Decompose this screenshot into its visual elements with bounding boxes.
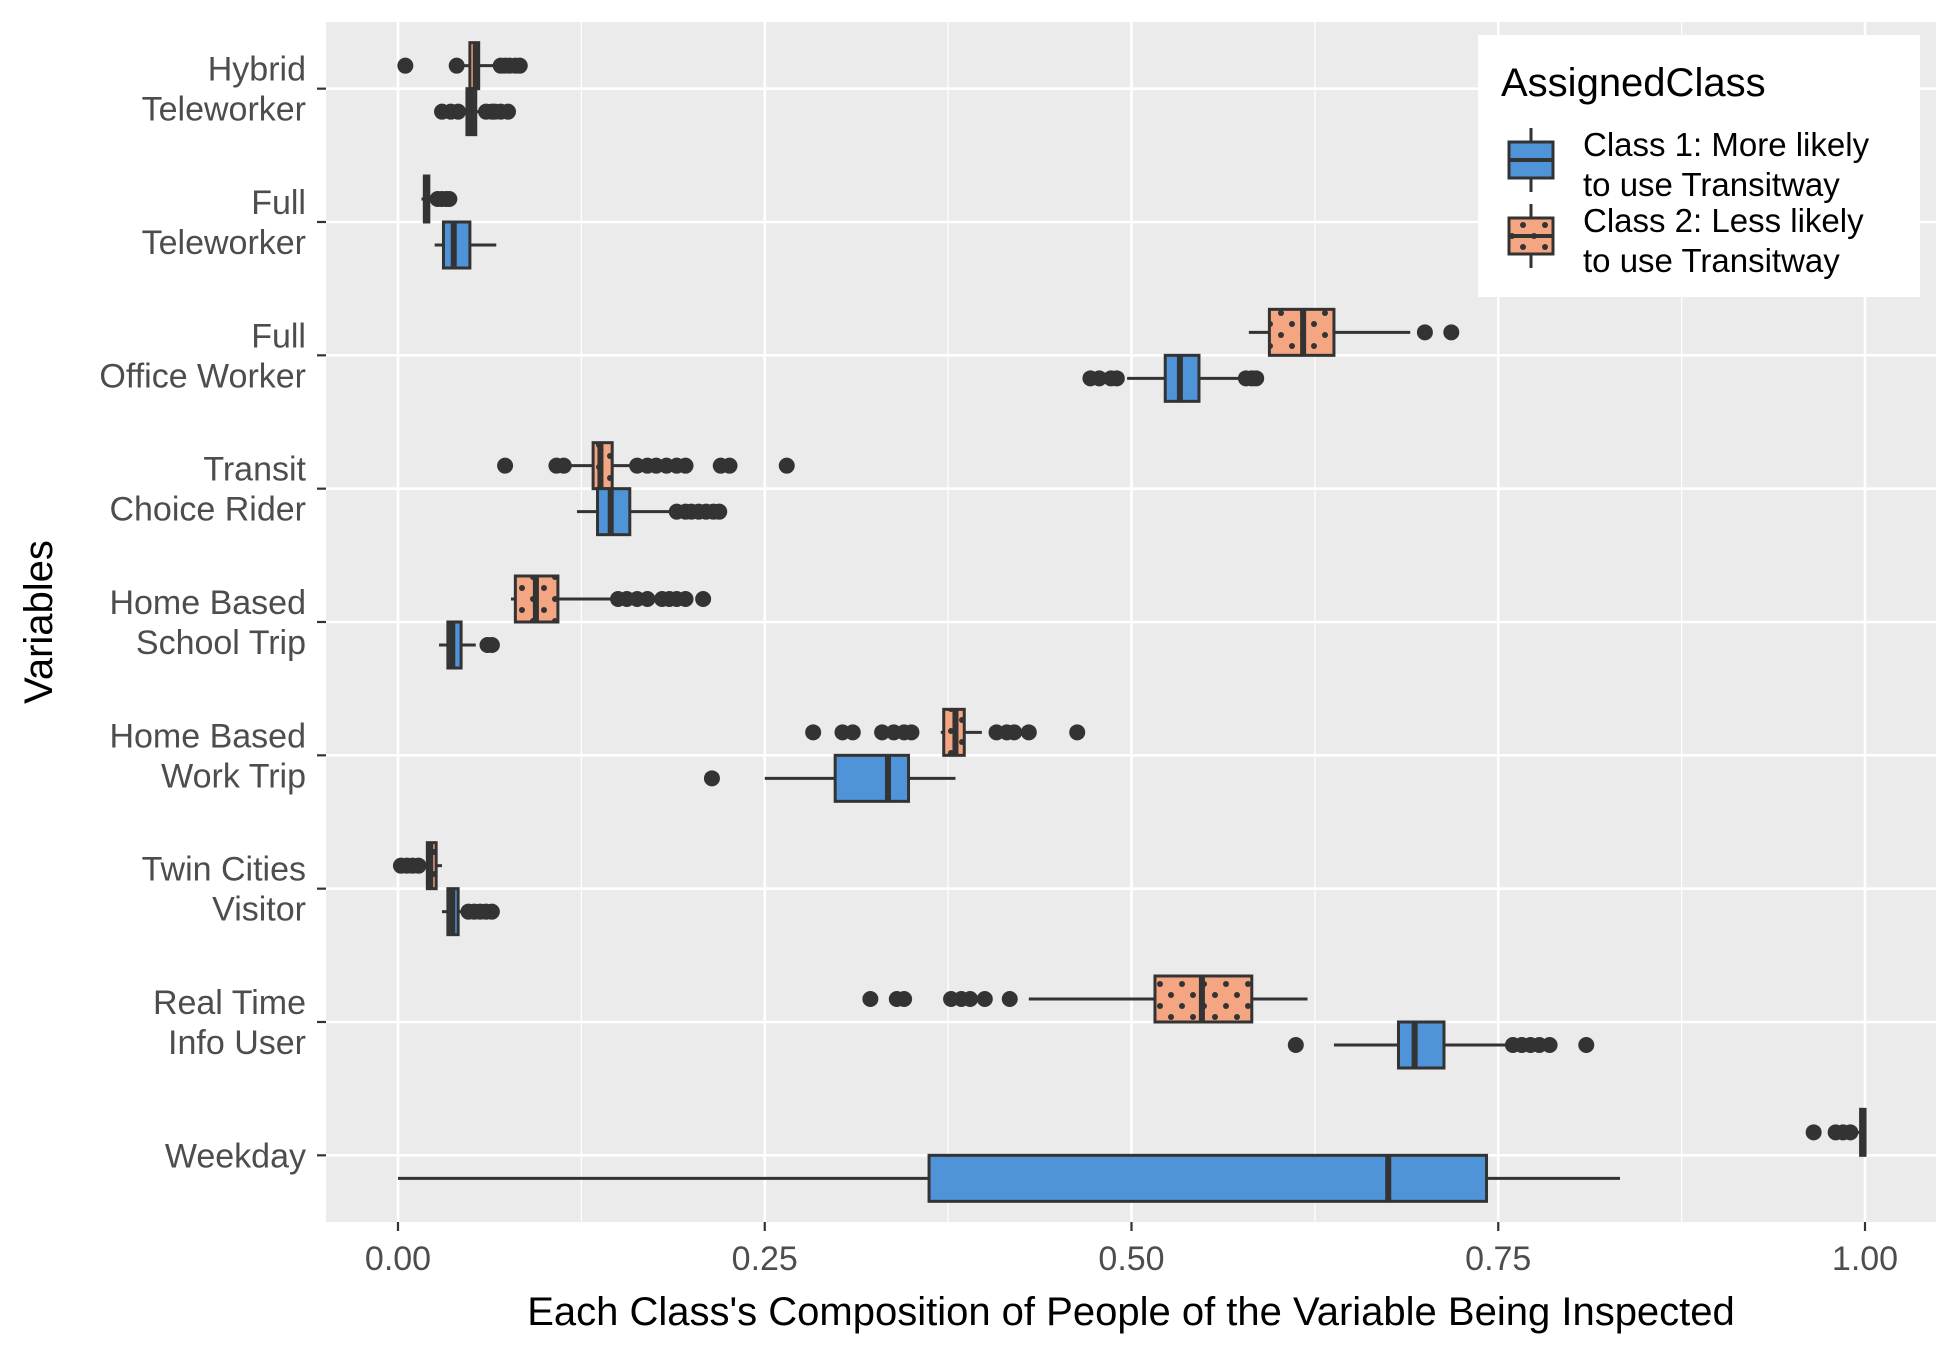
class1-box <box>398 1153 1621 1203</box>
x-axis: 0.00 0.25 0.50 0.75 1.00 <box>365 1222 1898 1278</box>
outlier-point <box>711 503 728 520</box>
category-label: Real Time <box>153 984 306 1022</box>
category-label: Info User <box>168 1024 306 1062</box>
x-tick-label: 0.75 <box>1465 1240 1531 1278</box>
outlier-point <box>1416 324 1433 341</box>
class1-box <box>1287 1020 1595 1070</box>
outlier-point <box>639 591 656 607</box>
category-label: Work Trip <box>161 757 306 795</box>
class2-box <box>392 841 443 891</box>
box-layer <box>392 41 1867 1203</box>
category-label: Twin Cities <box>142 851 306 889</box>
outlier-point <box>844 724 861 741</box>
category-label: Choice Rider <box>109 491 306 529</box>
class1-box <box>434 87 517 137</box>
outlier-point <box>1578 1037 1595 1053</box>
x-tick-label: 0.50 <box>1098 1240 1164 1278</box>
box-iqr <box>833 753 911 803</box>
outlier-point <box>497 457 514 474</box>
outlier-point <box>778 457 795 474</box>
y-axis-title: Variables <box>17 540 61 704</box>
outlier-point <box>1001 991 1018 1007</box>
outlier-point <box>483 903 500 920</box>
outlier-point <box>695 591 712 607</box>
outlier-point <box>896 991 913 1007</box>
outlier-point <box>1248 370 1265 387</box>
outlier-point <box>874 724 891 741</box>
x-tick-label: 1.00 <box>1832 1240 1898 1278</box>
class1-box <box>576 487 728 537</box>
class2-box <box>421 174 458 224</box>
x-tick-label: 0.00 <box>365 1240 431 1278</box>
legend-label-class2: to use Transitway <box>1583 242 1840 279</box>
class1-box <box>442 887 500 937</box>
category-label: School Trip <box>136 624 306 662</box>
class1-box <box>1082 353 1265 403</box>
outlier-point <box>483 637 500 653</box>
legend-key-class1 <box>1507 128 1555 192</box>
class2-box <box>510 574 712 624</box>
box-iqr <box>1396 1020 1446 1070</box>
y-axis: HybridTeleworkerFullTeleworkerFullOffice… <box>99 51 326 1175</box>
category-label: Transit <box>203 451 306 489</box>
class2-box <box>1248 307 1460 357</box>
legend-key-class2 <box>1507 204 1555 268</box>
outlier-point <box>1006 724 1023 741</box>
outlier-point <box>976 991 993 1007</box>
outlier-point <box>903 724 920 741</box>
class1-box <box>439 620 500 670</box>
category-label: Office Worker <box>99 357 306 395</box>
outlier-point <box>1541 1037 1558 1053</box>
outlier-point <box>511 57 528 74</box>
legend-label-class2: Class 2: Less likely <box>1583 202 1864 239</box>
box-iqr <box>927 1153 1489 1203</box>
outlier-point <box>1287 1037 1304 1053</box>
class1-box <box>703 753 956 803</box>
class1-box <box>434 220 497 270</box>
category-label: Hybrid <box>208 51 306 89</box>
legend-label-class1: to use Transitway <box>1583 166 1840 203</box>
outlier-point <box>448 57 465 74</box>
x-tick-label: 0.25 <box>732 1240 798 1278</box>
outlier-point <box>1805 1124 1822 1141</box>
x-axis-title: Each Class's Composition of People of th… <box>527 1290 1735 1334</box>
class2-box <box>805 707 1086 757</box>
class2-box <box>1805 1107 1867 1157</box>
outlier-point <box>397 57 414 74</box>
class2-box <box>497 441 795 491</box>
outlier-point <box>703 770 720 787</box>
category-label: Full <box>251 184 306 222</box>
outlier-point <box>555 457 572 474</box>
category-label: Home Based <box>109 717 306 755</box>
outlier-point <box>500 103 517 120</box>
category-label: Home Based <box>109 584 306 622</box>
outlier-point <box>862 991 879 1007</box>
category-label: Teleworker <box>142 224 306 262</box>
outlier-point <box>1842 1124 1859 1141</box>
category-label: Visitor <box>212 891 306 929</box>
outlier-point <box>677 591 694 607</box>
outlier-point <box>1069 724 1086 741</box>
class2-box <box>862 974 1308 1024</box>
outlier-point <box>410 857 427 874</box>
category-label: Weekday <box>165 1137 306 1175</box>
outlier-point <box>1091 370 1108 387</box>
outlier-point <box>441 191 458 207</box>
outlier-point <box>721 457 738 474</box>
outlier-point <box>1108 370 1125 387</box>
category-label: Teleworker <box>142 91 306 129</box>
outlier-point <box>1020 724 1037 741</box>
legend-title: AssignedClass <box>1501 61 1766 105</box>
outlier-point <box>450 103 467 120</box>
legend-label-class1: Class 1: More likely <box>1583 126 1870 163</box>
category-label: Full <box>251 317 306 355</box>
outlier-point <box>805 724 822 741</box>
outlier-point <box>1443 324 1460 341</box>
outlier-point <box>962 991 979 1007</box>
outlier-point <box>677 457 694 474</box>
